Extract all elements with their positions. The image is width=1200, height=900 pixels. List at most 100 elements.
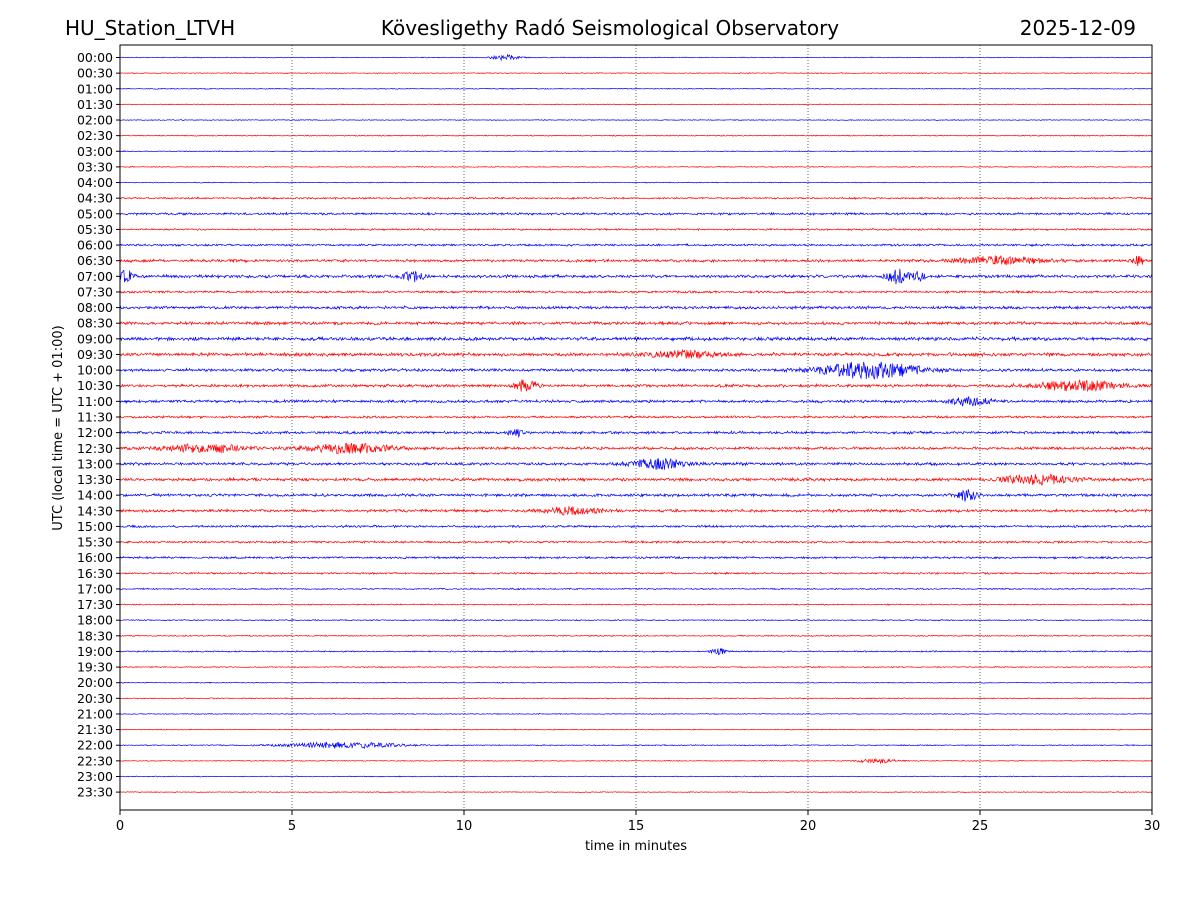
y-tick-label: 13:00 xyxy=(77,456,113,471)
y-tick-label: 19:30 xyxy=(77,660,113,675)
y-tick-label: 15:00 xyxy=(77,519,113,534)
y-axis-label: UTC (local time = UTC + 01:00) xyxy=(51,325,66,530)
y-tick-label: 04:00 xyxy=(77,175,113,190)
x-tick-label: 10 xyxy=(456,819,473,834)
seismic-trace-0200 xyxy=(119,119,1153,121)
y-tick-label: 20:00 xyxy=(77,675,113,690)
seismic-trace-1500 xyxy=(119,524,1153,529)
seismic-trace-1230 xyxy=(120,442,1153,455)
chart-date: 2025-12-09 xyxy=(1020,16,1136,40)
y-tick-labels: 00:0000:3001:0001:3002:0002:3003:0003:30… xyxy=(77,50,120,800)
y-tick-label: 21:30 xyxy=(77,722,113,737)
y-tick-label: 20:30 xyxy=(77,691,113,706)
seismic-trace-1300 xyxy=(119,457,1153,470)
y-tick-label: 00:30 xyxy=(77,66,113,81)
y-tick-label: 06:00 xyxy=(77,238,113,253)
chart-title: Kövesligethy Radó Seismological Observat… xyxy=(381,16,839,40)
y-tick-label: 23:30 xyxy=(77,785,113,800)
seismic-trace-1100 xyxy=(119,395,1153,407)
y-tick-label: 16:30 xyxy=(77,566,113,581)
x-tick-label: 0 xyxy=(116,819,124,834)
seismic-trace-0330 xyxy=(119,165,1153,168)
seismic-trace-1700 xyxy=(119,587,1153,591)
y-tick-label: 23:00 xyxy=(77,769,113,784)
seismic-trace-0830 xyxy=(119,320,1153,327)
y-tick-label: 05:00 xyxy=(77,206,113,221)
x-tick-label: 25 xyxy=(972,819,989,834)
y-tick-label: 00:00 xyxy=(77,50,113,65)
seismic-trace-1930 xyxy=(119,665,1153,669)
seismic-trace-2000 xyxy=(119,681,1153,684)
seismic-trace-1000 xyxy=(119,361,1153,380)
y-tick-label: 08:30 xyxy=(77,316,113,331)
y-tick-label: 05:30 xyxy=(77,222,113,237)
seismic-trace-1530 xyxy=(119,539,1153,545)
seismic-trace-0230 xyxy=(119,134,1153,137)
y-tick-label: 09:30 xyxy=(77,347,113,362)
y-tick-label: 18:00 xyxy=(77,613,113,628)
x-tick-labels: 0 5 10 15 20 25 30 xyxy=(116,810,1160,834)
seismic-trace-0430 xyxy=(119,196,1153,200)
y-tick-label: 11:30 xyxy=(77,409,113,424)
y-tick-label: 12:30 xyxy=(77,441,113,456)
seismic-trace-0000 xyxy=(119,53,1153,62)
y-tick-label: 12:00 xyxy=(77,425,113,440)
seismic-trace-2130 xyxy=(119,728,1153,731)
y-tick-label: 17:30 xyxy=(77,597,113,612)
y-tick-label: 03:30 xyxy=(77,159,113,174)
seismic-trace-2100 xyxy=(119,712,1153,715)
seismic-trace-0500 xyxy=(119,211,1153,217)
seismic-trace-1430 xyxy=(119,506,1153,516)
trace-group xyxy=(119,53,1153,794)
seismic-trace-1830 xyxy=(119,634,1153,638)
seismic-trace-0300 xyxy=(120,150,1153,153)
y-tick-label: 10:00 xyxy=(77,363,113,378)
seismic-trace-2200 xyxy=(119,741,1153,750)
y-tick-label: 16:00 xyxy=(77,550,113,565)
seismic-trace-0100 xyxy=(119,87,1153,90)
seismic-trace-1200 xyxy=(119,429,1153,438)
y-tick-label: 19:00 xyxy=(77,644,113,659)
seismic-trace-0730 xyxy=(119,289,1153,295)
y-tick-label: 01:00 xyxy=(77,81,113,96)
seismic-trace-0700 xyxy=(119,268,1153,285)
seismic-trace-0400 xyxy=(119,181,1153,184)
y-tick-label: 10:30 xyxy=(77,378,113,393)
y-tick-label: 11:00 xyxy=(77,394,113,409)
y-tick-label: 14:30 xyxy=(77,503,113,518)
seismic-trace-2230 xyxy=(119,757,1153,765)
seismic-trace-2030 xyxy=(119,697,1153,700)
station-label: HU_Station_LTVH xyxy=(65,16,235,40)
y-tick-label: 07:30 xyxy=(77,284,113,299)
seismic-trace-0530 xyxy=(119,227,1153,232)
seismic-trace-1330 xyxy=(119,473,1153,486)
seismic-trace-2300 xyxy=(119,775,1153,778)
seismic-trace-1030 xyxy=(119,379,1153,393)
seismic-trace-0930 xyxy=(119,348,1153,359)
y-tick-label: 02:30 xyxy=(77,128,113,143)
seismic-trace-2330 xyxy=(119,791,1153,794)
y-tick-label: 22:00 xyxy=(77,738,113,753)
x-tick-label: 20 xyxy=(800,819,817,834)
seismic-trace-1600 xyxy=(119,555,1153,560)
y-tick-label: 06:30 xyxy=(77,253,113,268)
seismic-trace-0630 xyxy=(119,255,1153,267)
y-tick-label: 15:30 xyxy=(77,535,113,550)
y-tick-label: 09:00 xyxy=(77,331,113,346)
x-axis-label: time in minutes xyxy=(585,839,687,854)
y-tick-label: 01:30 xyxy=(77,97,113,112)
y-tick-label: 04:30 xyxy=(77,191,113,206)
seismic-trace-1400 xyxy=(119,489,1153,502)
seismic-trace-0030 xyxy=(119,72,1153,75)
seismic-trace-0800 xyxy=(119,304,1153,311)
seismic-trace-1630 xyxy=(119,571,1153,576)
seismic-trace-1900 xyxy=(119,648,1153,656)
seismic-trace-0900 xyxy=(119,335,1153,342)
y-tick-label: 08:00 xyxy=(77,300,113,315)
y-tick-label: 22:30 xyxy=(77,753,113,768)
x-tick-label: 15 xyxy=(628,819,645,834)
y-tick-label: 03:00 xyxy=(77,144,113,159)
seismic-trace-1730 xyxy=(119,603,1153,606)
x-tick-label: 5 xyxy=(288,819,296,834)
